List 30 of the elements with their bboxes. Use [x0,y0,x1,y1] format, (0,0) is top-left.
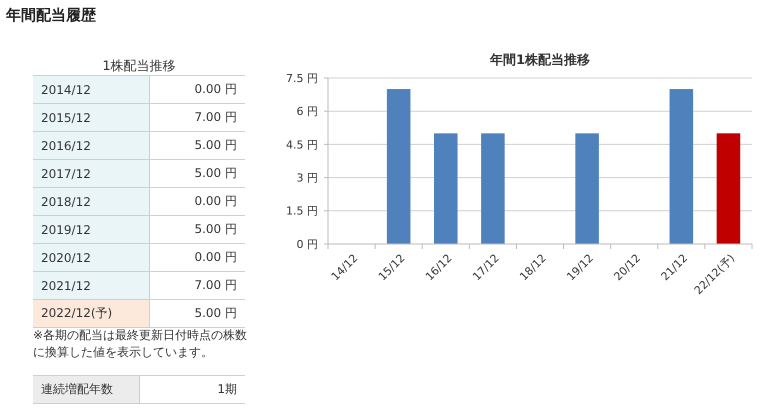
text: 7.00 円 [194,110,237,124]
y-tick-label: 1.5 円 [286,204,318,218]
text: 0.00 円 [194,250,237,264]
category-label: 2021/12 [33,272,150,300]
category-label: 2019/12 [33,216,150,244]
category-label: 2015/12 [33,104,150,132]
text: 連続増配年数 [33,376,140,404]
text: 5.00 円 [194,222,237,236]
category-label: 2016/12 [33,132,150,160]
text: 0.00 円 [194,194,237,208]
y-tick-label: 7.5 円 [286,72,318,85]
category-label: 2018/12 [33,188,150,216]
category-label: 2020/12 [33,244,150,272]
y-tick-label: 4.5 円 [286,138,318,152]
text: 1期 [140,376,245,404]
y-tick-label: 6 円 [296,105,318,118]
text: 1株配当推移 [101,58,177,75]
text: 年間配当履歴 [6,6,96,25]
text: 5.00 円 [194,166,237,180]
text: 5.00 円 [194,306,237,320]
y-tick-label: 3 円 [296,171,318,184]
text: 0.00 円 [194,82,237,96]
category-label: 2014/12 [33,76,150,104]
text: 5.00 円 [194,138,237,152]
chart-title: 年間1株配当推移 [488,53,590,68]
category-label: 2017/12 [33,160,150,188]
text: ※各期の配当は最終更新日付時点の株数に換算した値を表示しています。 [33,327,248,361]
y-tick-label: 0 円 [296,238,318,251]
text: 7.00 円 [194,278,237,292]
category-label: 2022/12(予) [33,300,150,328]
